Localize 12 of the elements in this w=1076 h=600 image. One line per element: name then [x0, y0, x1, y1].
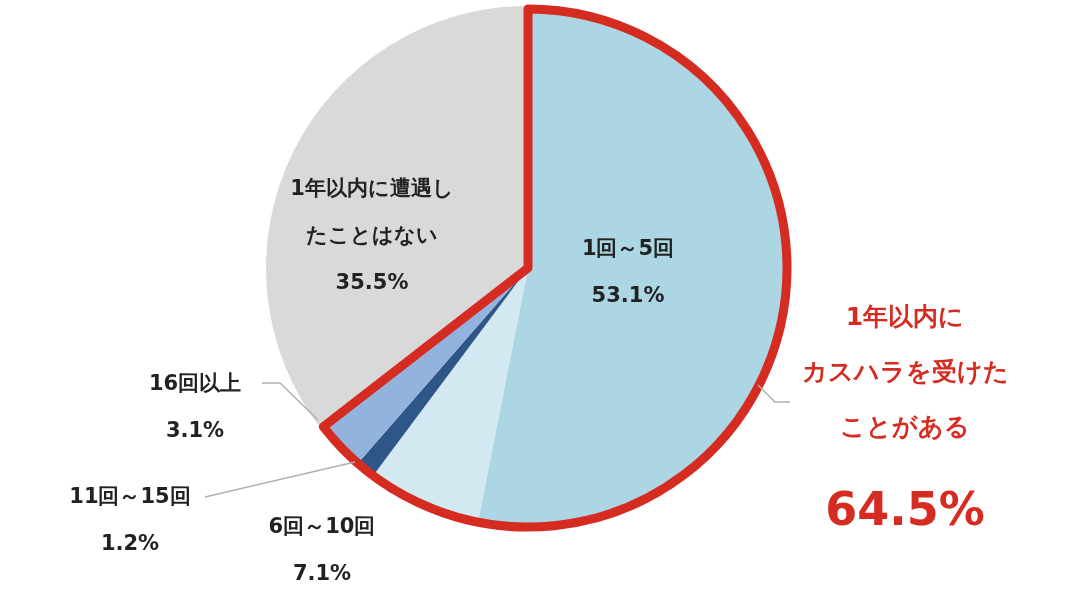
slice-label: 1年以内に遭遇したことはない [290, 176, 454, 247]
slice-label: 6回～10回 [268, 514, 376, 538]
text: 1年以内にカスハラを受けたことがある [801, 302, 1009, 441]
data-label: 7.1% [292, 561, 352, 585]
slice-label: 11回～15回 [69, 484, 191, 508]
data-label: 1.2% [100, 531, 160, 555]
text: 64.5% [825, 482, 985, 536]
data-label: 3.1% [165, 418, 225, 442]
slice-label: 1回～5回 [581, 236, 675, 260]
slice-label: 16回以上 [148, 371, 242, 395]
data-label: 35.5% [335, 270, 409, 294]
data-label: 53.1% [591, 283, 665, 307]
